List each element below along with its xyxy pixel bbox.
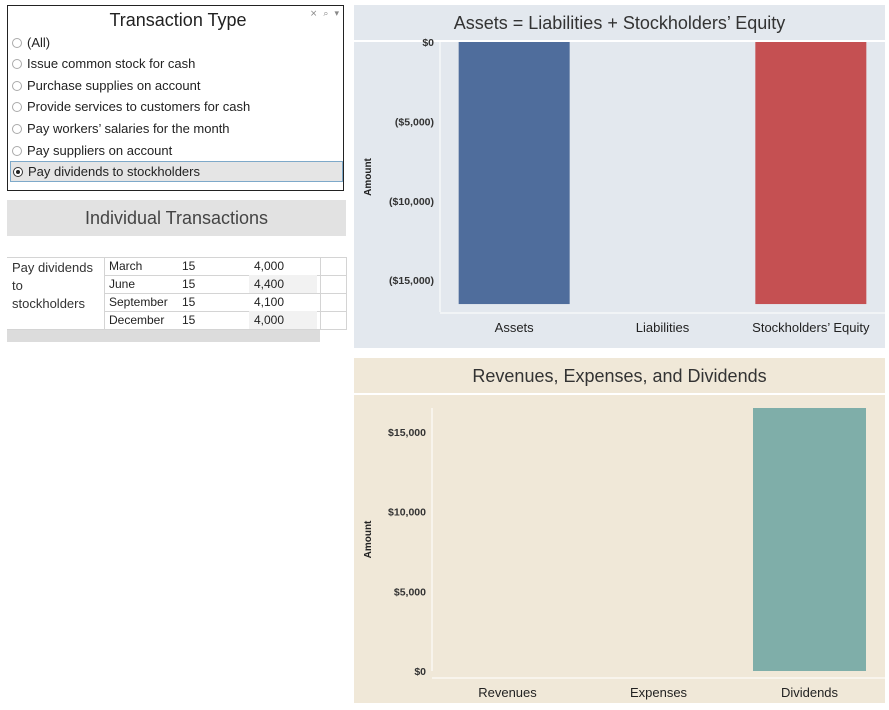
radio-button[interactable] bbox=[12, 123, 22, 134]
radio-button[interactable] bbox=[12, 58, 22, 69]
filter-title: Transaction Type bbox=[109, 10, 247, 30]
clear-filter-icon[interactable]: ⨯ bbox=[309, 8, 318, 18]
transaction-type-filter: Transaction Type ⨯ ⌕ ▾ (All) Issue commo… bbox=[7, 5, 344, 191]
y-tick-label: $10,000 bbox=[388, 507, 426, 519]
y-tick-label: $0 bbox=[414, 666, 426, 678]
day-cell: 15 bbox=[182, 259, 196, 273]
month-cell: March bbox=[109, 259, 143, 273]
filter-option-label: Provide services to customers for cash bbox=[27, 99, 251, 114]
y-tick-label: $5,000 bbox=[394, 586, 426, 598]
radio-button-selected[interactable] bbox=[13, 166, 23, 177]
y-tick-label: $0 bbox=[422, 37, 434, 49]
radio-button[interactable] bbox=[12, 80, 22, 91]
filter-option-pay-suppliers[interactable]: Pay suppliers on account bbox=[10, 140, 343, 161]
filter-option-issue-common-stock[interactable]: Issue common stock for cash bbox=[10, 53, 343, 74]
amount-cell: 4,400 bbox=[254, 277, 285, 291]
day-cell: 15 bbox=[182, 277, 196, 291]
transaction-group-label: Pay dividends to stockholders bbox=[12, 260, 93, 311]
filter-option-label: Purchase supplies on account bbox=[27, 78, 201, 93]
radio-button[interactable] bbox=[12, 101, 22, 112]
month-cell: September bbox=[109, 295, 168, 309]
table-row: March 15 4,000 bbox=[104, 257, 347, 275]
month-cell: December bbox=[109, 313, 165, 327]
bar-dividends bbox=[753, 408, 866, 671]
amount-cell: 4,000 bbox=[254, 259, 285, 273]
table-row: September 15 4,100 bbox=[104, 293, 347, 311]
chart-title: Revenues, Expenses, and Dividends bbox=[472, 366, 767, 386]
equation-bar-chart: $0 ($5,000) ($10,000) ($15,000) Amount Assets… bbox=[363, 37, 885, 335]
bar-stockholders-equity bbox=[755, 42, 867, 305]
radio-button[interactable] bbox=[12, 37, 22, 48]
filter-option-pay-dividends[interactable]: Pay dividends to stockholders bbox=[10, 161, 343, 182]
x-category-label: Liabilities bbox=[636, 320, 690, 335]
filter-option-label: Issue common stock for cash bbox=[27, 56, 196, 71]
filter-option-pay-salaries[interactable]: Pay workers’ salaries for the month bbox=[10, 118, 343, 139]
month-cell: June bbox=[109, 277, 136, 291]
amount-cell: 4,000 bbox=[254, 313, 285, 327]
transactions-table: Pay dividends to stockholders March 15 4… bbox=[7, 257, 347, 330]
x-category-label: Expenses bbox=[630, 685, 688, 700]
x-category-label: Assets bbox=[495, 320, 535, 335]
filter-option-label: Pay suppliers on account bbox=[27, 143, 173, 158]
table-row: December 15 4,000 bbox=[104, 311, 347, 329]
amount-cell: 4,100 bbox=[254, 295, 285, 309]
individual-transactions-header: Individual Transactions bbox=[7, 200, 346, 236]
filter-option-label: (All) bbox=[27, 35, 51, 50]
filter-toolbar: ⨯ ⌕ ▾ bbox=[310, 8, 339, 19]
filter-option-label: Pay dividends to stockholders bbox=[28, 164, 200, 179]
x-category-label: Stockholders’ Equity bbox=[752, 320, 870, 335]
radio-button[interactable] bbox=[12, 145, 22, 156]
y-tick-label: ($10,000) bbox=[389, 196, 434, 208]
equation-chart-panel: Assets = Liabilities + Stockholders’ Equ… bbox=[354, 5, 885, 348]
bar-assets bbox=[458, 42, 570, 305]
horizontal-scrollbar[interactable] bbox=[7, 330, 320, 342]
y-axis-title: Amount bbox=[363, 520, 374, 558]
income-chart-panel: Revenues, Expenses, and Dividends $0 $5,0… bbox=[354, 358, 885, 703]
dropdown-icon[interactable]: ▾ bbox=[334, 8, 339, 18]
y-tick-label: ($15,000) bbox=[389, 275, 434, 287]
filter-option-all[interactable]: (All) bbox=[10, 32, 343, 53]
filter-option-label: Pay workers’ salaries for the month bbox=[27, 121, 230, 136]
x-category-label: Revenues bbox=[478, 685, 537, 700]
search-icon[interactable]: ⌕ bbox=[323, 8, 329, 18]
filter-option-purchase-supplies[interactable]: Purchase supplies on account bbox=[10, 75, 343, 96]
day-cell: 15 bbox=[182, 313, 196, 327]
chart-title: Assets = Liabilities + Stockholders’ Equ… bbox=[453, 13, 786, 33]
day-cell: 15 bbox=[182, 295, 196, 309]
y-tick-label: $15,000 bbox=[388, 427, 426, 439]
filter-option-provide-services[interactable]: Provide services to customers for cash bbox=[10, 96, 343, 117]
income-bar-chart: $0 $5,000 $10,000 $15,000 Amount Revenues Expe… bbox=[363, 408, 885, 700]
table-row: June 15 4,400 bbox=[104, 275, 347, 293]
y-tick-label: ($5,000) bbox=[395, 116, 434, 128]
x-category-label: Dividends bbox=[781, 685, 839, 700]
y-axis-title: Amount bbox=[363, 157, 374, 195]
